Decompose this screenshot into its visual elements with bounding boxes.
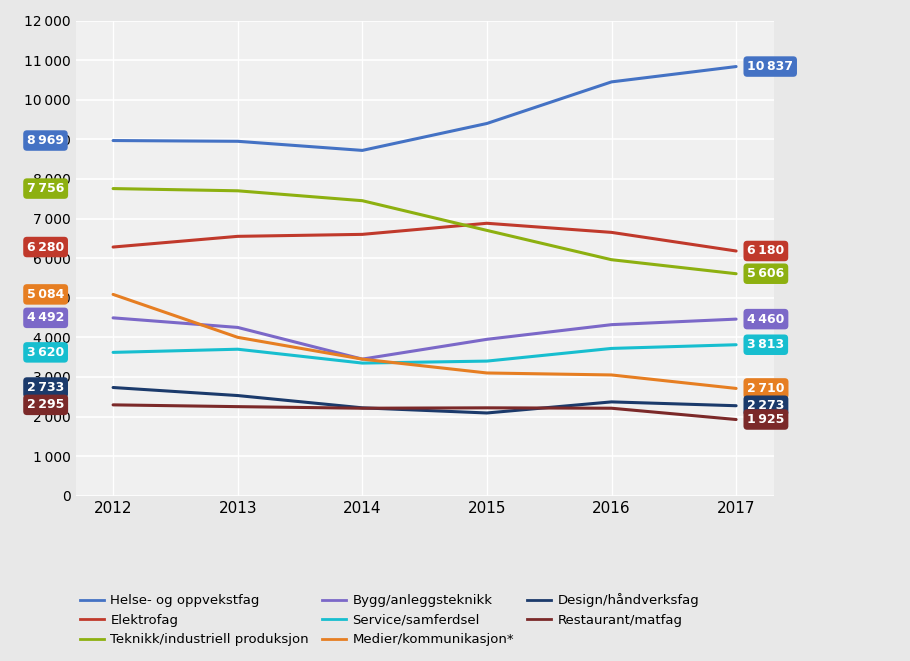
Text: 6 180: 6 180 xyxy=(747,245,784,258)
Text: 5 606: 5 606 xyxy=(747,267,784,280)
Text: 2 273: 2 273 xyxy=(747,399,784,412)
Text: 10 837: 10 837 xyxy=(747,60,794,73)
Text: 2 710: 2 710 xyxy=(747,382,784,395)
Text: 2 733: 2 733 xyxy=(27,381,65,394)
Text: 5 084: 5 084 xyxy=(27,288,65,301)
Text: 2 295: 2 295 xyxy=(27,399,65,411)
Text: 1 925: 1 925 xyxy=(747,413,784,426)
Text: 6 280: 6 280 xyxy=(27,241,65,254)
Text: 4 460: 4 460 xyxy=(747,313,784,326)
Text: 8 969: 8 969 xyxy=(27,134,64,147)
Text: 4 492: 4 492 xyxy=(27,311,65,325)
Text: 7 756: 7 756 xyxy=(27,182,65,195)
Legend: Helse- og oppvekstfag, Elektrofag, Teknikk/industriell produksjon, Bygg/anleggst: Helse- og oppvekstfag, Elektrofag, Tekni… xyxy=(75,588,704,652)
Text: 3 813: 3 813 xyxy=(747,338,784,351)
Text: 3 620: 3 620 xyxy=(27,346,65,359)
